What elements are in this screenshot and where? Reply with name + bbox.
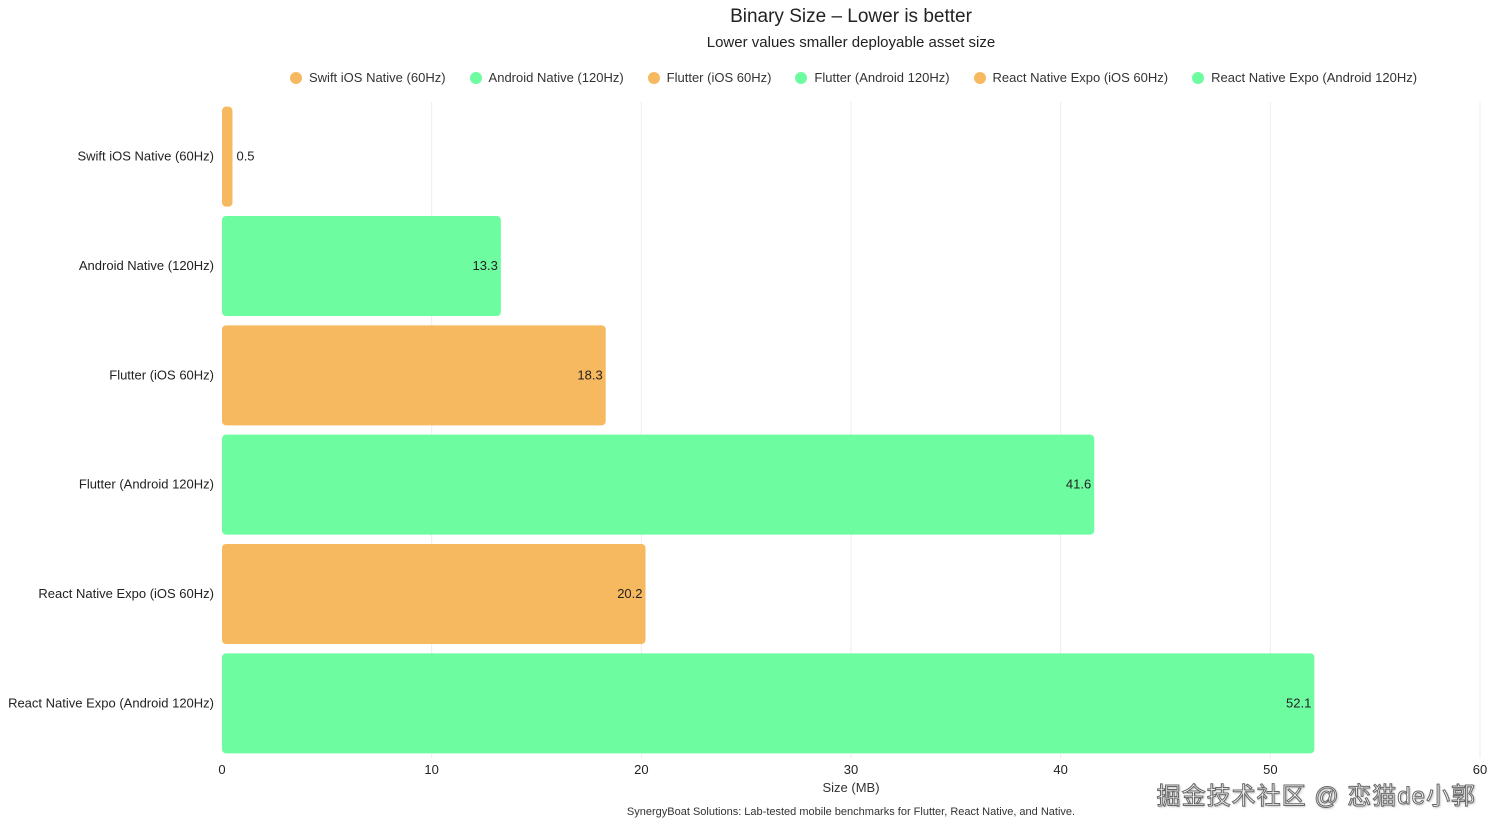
bar-value-label: 0.5 [236, 149, 254, 164]
legend-swatch [469, 71, 482, 84]
legend-item[interactable]: Flutter (iOS 60Hz) [647, 70, 772, 85]
x-axis-label: Size (MB) [822, 780, 880, 795]
y-category-label: React Native Expo (iOS 60Hz) [38, 586, 214, 601]
bar[interactable] [222, 434, 1095, 535]
legend-label: React Native Expo (Android 120Hz) [1211, 70, 1418, 85]
legend-swatch [290, 71, 302, 84]
x-tick-label: 10 [424, 762, 438, 777]
y-category-label: Flutter (iOS 60Hz) [109, 367, 214, 382]
y-category-label: Android Native (120Hz) [79, 258, 214, 273]
legend-item[interactable]: React Native Expo (iOS 60Hz) [973, 70, 1169, 85]
legend-swatch [647, 71, 660, 84]
bar[interactable] [222, 653, 1315, 754]
legend-item[interactable]: React Native Expo (Android 120Hz) [1192, 70, 1417, 85]
chart-legend: Swift iOS Native (60Hz) Android Native (1… [290, 70, 1417, 85]
x-tick-label: 60 [1473, 762, 1487, 777]
bar-value-label: 41.6 [1066, 477, 1091, 492]
legend-swatch [973, 71, 986, 84]
legend-swatch [1192, 71, 1205, 84]
legend-label: React Native Expo (iOS 60Hz) [992, 70, 1169, 85]
bar-value-label: 20.2 [617, 586, 642, 601]
legend-label: Flutter (Android 120Hz) [814, 70, 950, 85]
legend-swatch [795, 71, 808, 84]
legend-item[interactable]: Flutter (Android 120Hz) [795, 70, 950, 85]
bar-value-label: 13.3 [473, 258, 498, 273]
chart-subtitle: Lower values smaller deployable asset si… [706, 34, 996, 51]
y-category-label: React Native Expo (Android 120Hz) [8, 695, 214, 710]
legend-label: Android Native (120Hz) [488, 70, 624, 85]
y-category-label: Swift iOS Native (60Hz) [77, 149, 214, 164]
bar-value-label: 18.3 [577, 367, 602, 382]
bar-value-label: 52.1 [1286, 695, 1311, 710]
x-tick-label: 0 [218, 762, 225, 777]
bar[interactable] [222, 106, 233, 207]
legend-item[interactable]: Swift iOS Native (60Hz) [290, 70, 446, 85]
y-category-label: Flutter (Android 120Hz) [79, 477, 214, 492]
footnote: SynergyBoat Solutions: Lab-tested mobile… [626, 806, 1076, 818]
bar[interactable] [222, 325, 606, 426]
chart-title: Binary Size – Lower is better [730, 6, 972, 27]
x-tick-label: 50 [1263, 762, 1277, 777]
x-tick-label: 40 [1053, 762, 1067, 777]
bar[interactable] [222, 216, 501, 316]
legend-label: Flutter (iOS 60Hz) [666, 70, 772, 85]
legend-item[interactable]: Android Native (120Hz) [469, 70, 624, 85]
bar[interactable] [222, 544, 646, 644]
x-tick-label: 20 [634, 762, 648, 777]
watermark: 掘金技术社区 @ 恋猫de小郭 [1156, 783, 1476, 811]
legend-label: Swift iOS Native (60Hz) [309, 70, 446, 85]
x-tick-label: 30 [844, 762, 858, 777]
